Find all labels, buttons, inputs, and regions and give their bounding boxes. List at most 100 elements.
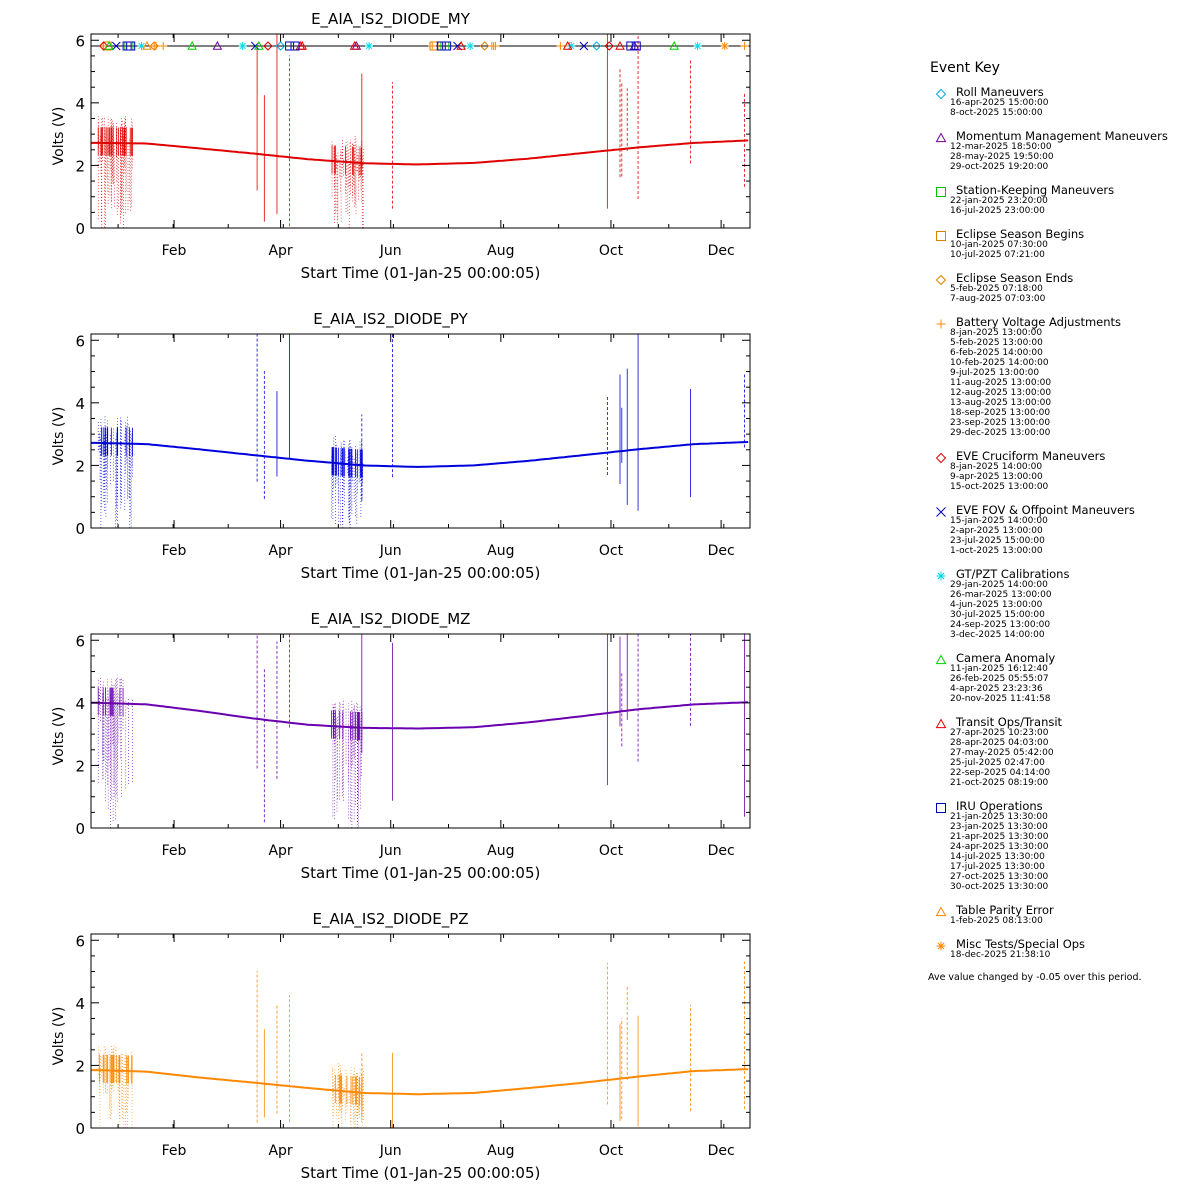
y-tick-label: 0 (75, 1120, 85, 1138)
legend-event-date: 18-dec-2025 21:38:10 (950, 950, 1051, 960)
legend-event-name: Eclipse Season Ends (956, 271, 1074, 285)
y-tick-label: 6 (75, 632, 85, 650)
x-tick-label: Feb (162, 543, 187, 559)
y-axis-label: Volts (V) (51, 1007, 67, 1066)
y-tick-label: 4 (75, 695, 85, 713)
legend-event-name: Eclipse Season Begins (956, 227, 1085, 241)
legend-event-item: Eclipse Season Begins 10-jan-2025 07:30:0… (928, 228, 1196, 260)
legend-event-date: 6-feb-2025 14:00:00 (950, 348, 1043, 358)
event-marker-triangle (935, 654, 947, 665)
event-marker-square (290, 41, 300, 51)
legend-event-date: 7-aug-2025 07:03:00 (950, 294, 1046, 304)
legend-event-date: 23-jul-2025 15:00:00 (950, 536, 1045, 546)
legend-event-date: 29-jan-2025 14:00:00 (950, 580, 1048, 590)
x-tick-label: Aug (487, 543, 514, 559)
y-tick-label: 0 (75, 520, 85, 538)
x-tick-label: Oct (599, 843, 624, 859)
x-tick-label: Aug (487, 1143, 514, 1159)
event-marker-triangle (935, 718, 947, 729)
event-marker-square (442, 41, 452, 51)
y-tick-label: 4 (75, 395, 85, 413)
event-marker-square (631, 41, 641, 51)
legend-event-date: 15-jan-2025 14:00:00 (950, 516, 1048, 526)
event-marker-diamond (275, 41, 286, 51)
chart-panel-0: E_AIA_IS2_DIODE_MY 0 2 4 6 Feb Apr Jun Aug Oct Dec… (51, 10, 751, 282)
legend-event-date: 10-jul-2025 07:21:00 (950, 250, 1045, 260)
legend-event-date: 1-feb-2025 08:13:00 (950, 916, 1043, 926)
legend-event-list: Roll Maneuvers 16-apr-2025 15:00:00 8-oct-… (928, 86, 1196, 960)
legend-title: Event Key (930, 60, 1000, 76)
legend-event-item: Transit Ops/Transit 27-apr-2025 10:23:00 2… (928, 716, 1196, 788)
chart-panel-1: E_AIA_IS2_DIODE_PY 0 2 4 6 Feb Apr Jun Aug Oct Dec… (51, 310, 751, 582)
legend-event-date: 12-mar-2025 18:50:00 (950, 142, 1052, 152)
event-marker-x (579, 41, 589, 51)
event-marker-asterisk (365, 42, 373, 50)
y-tick-label: 4 (75, 995, 85, 1013)
legend-event-date: 23-jan-2025 13:30:00 (950, 822, 1048, 832)
x-icon (936, 507, 946, 517)
x-tick-label: Jun (379, 843, 402, 859)
legend-event-date: 21-jan-2025 13:30:00 (950, 812, 1048, 822)
event-marker-diamond (935, 452, 947, 464)
event-marker-triangle (615, 40, 625, 50)
triangle-icon (935, 654, 947, 665)
event-marker-diamond (604, 41, 614, 51)
event-marker-x (936, 507, 946, 517)
event-marker-diamond (935, 274, 947, 286)
event-marker-triangle (935, 906, 947, 917)
legend-event-item: Momentum Management Maneuvers 12-mar-2025… (928, 130, 1196, 172)
data-series (91, 334, 749, 528)
legend-event-date: 8-jan-2025 13:00:00 (950, 328, 1043, 338)
event-marker-asterisk (721, 42, 728, 50)
chart-panel-2: E_AIA_IS2_DIODE_MZ 0 2 4 6 Feb Apr Jun Aug Oct Dec… (51, 610, 751, 882)
legend-event-date: 24-apr-2025 13:30:00 (950, 842, 1049, 852)
x-tick-label: Feb (162, 243, 187, 259)
legend-event-date: 27-oct-2025 13:30:00 (950, 872, 1049, 882)
legend-event-item: Station-Keeping Maneuvers 22-jan-2025 23:… (928, 184, 1196, 216)
y-axis-label: Volts (V) (51, 707, 67, 766)
event-marker-asterisk (694, 42, 701, 50)
event-marker-square (936, 231, 946, 241)
triangle-icon (935, 906, 947, 917)
event-marker-triangle (212, 40, 223, 50)
asterisk-icon (936, 941, 946, 951)
y-tick-label: 2 (75, 157, 85, 175)
legend-event-date: 8-jan-2025 14:00:00 (950, 462, 1043, 472)
x-tick-label: Jun (379, 543, 402, 559)
legend-event-name: Camera Anomaly (956, 651, 1056, 665)
event-marker-triangle (562, 40, 573, 50)
plus-icon (936, 319, 946, 329)
event-marker-square (626, 41, 636, 51)
event-markers (98, 40, 749, 51)
trend-line (91, 1068, 749, 1096)
event-marker-diamond (591, 41, 602, 51)
data-series (91, 634, 749, 828)
x-tick-label: Jun (379, 1143, 402, 1159)
legend-event-date: 20-nov-2025 11:41:58 (950, 694, 1051, 704)
legend-event-date: 2-apr-2025 13:00:00 (950, 526, 1043, 536)
legend-event-item: EVE FOV & Offpoint Maneuvers 15-jan-2025 … (928, 504, 1196, 556)
legend-event-date: 17-jul-2025 13:30:00 (950, 862, 1045, 872)
diamond-icon (935, 452, 947, 464)
legend-event-item: Roll Maneuvers 16-apr-2025 15:00:00 8-oct-… (928, 86, 1196, 118)
event-marker-triangle (456, 40, 466, 50)
y-tick-label: 2 (75, 1057, 85, 1075)
triangle-icon (935, 718, 947, 729)
legend-event-name: IRU Operations (956, 799, 1043, 813)
trend-line (91, 441, 749, 468)
event-marker-diamond (263, 41, 273, 51)
legend-event-item: IRU Operations 21-jan-2025 13:30:00 23-jan… (928, 800, 1196, 892)
legend-event-date: 9-jul-2025 13:00:00 (950, 368, 1040, 378)
x-axis-label: Start Time (01-Jan-25 00:00:05) (301, 864, 541, 882)
diamond-icon (935, 274, 947, 286)
y-tick-label: 6 (75, 332, 85, 350)
x-tick-label: Feb (162, 1143, 187, 1159)
event-marker-triangle (254, 40, 264, 50)
square-icon (936, 231, 946, 241)
x-tick-label: Oct (599, 243, 624, 259)
event-marker-triangle (349, 40, 360, 50)
legend-event-date: 29-oct-2025 19:20:00 (950, 162, 1049, 172)
x-tick-label: Aug (487, 243, 514, 259)
event-marker-square (936, 187, 946, 197)
event-marker-asterisk (466, 42, 474, 50)
